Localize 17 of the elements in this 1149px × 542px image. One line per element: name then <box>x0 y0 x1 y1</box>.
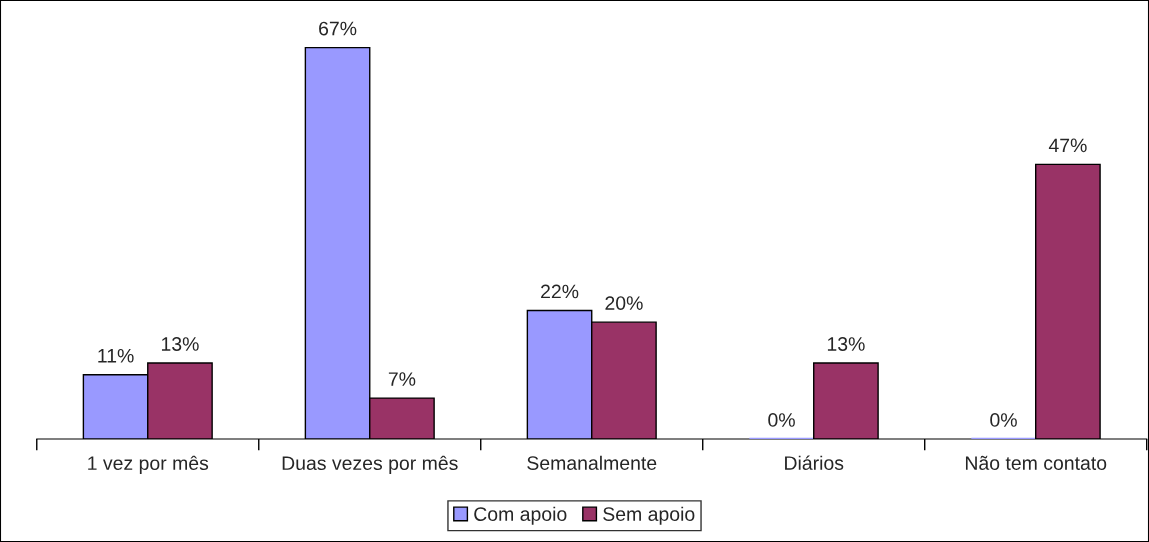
x-tick-label: 1 vez por mês <box>88 455 209 474</box>
x-tick-label: Duas vezes por mês <box>282 455 458 474</box>
x-tick-label: Diários <box>785 455 844 470</box>
data-label: 0% <box>768 413 795 427</box>
data-label: 22% <box>541 284 579 299</box>
data-label: 0% <box>990 413 1017 427</box>
legend-label: Com apoio <box>474 506 567 525</box>
data-label: 13% <box>161 337 199 351</box>
x-tick-label: Não tem contato <box>965 455 1107 470</box>
legend-label: Sem apoio <box>603 506 695 525</box>
data-label: 11% <box>98 348 134 363</box>
data-label: 47% <box>1048 138 1087 153</box>
data-label: 13% <box>827 337 865 351</box>
data-label: 67% <box>319 21 357 36</box>
data-label: 20% <box>605 296 643 310</box>
data-label: 7% <box>388 372 416 386</box>
x-tick-label: Semanalmente <box>527 455 657 470</box>
